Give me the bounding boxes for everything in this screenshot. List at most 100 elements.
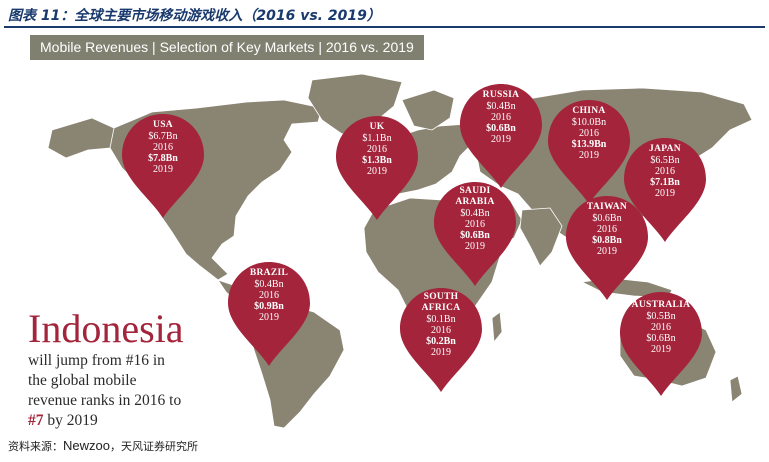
- market-name: CHINA: [572, 106, 606, 116]
- map-pin-australia[interactable]: AUSTRALIA $0.5Bn 2016 $0.6Bn 2019: [618, 290, 704, 398]
- year-2016: 2016: [367, 144, 387, 155]
- value-2019: $0.2Bn: [426, 336, 456, 347]
- market-name: BRAZIL: [249, 268, 289, 278]
- value-2016: $0.6Bn: [592, 213, 622, 224]
- pin-marker-shape: [122, 114, 204, 218]
- pin-marker-shape: [400, 288, 482, 392]
- map-pin-saudi-arabia[interactable]: SAUDI ARABIA $0.4Bn 2016 $0.6Bn 2019: [432, 180, 518, 288]
- pin-label: SAUDI ARABIA $0.4Bn 2016 $0.6Bn 2019: [432, 186, 518, 252]
- map-pin-south-africa[interactable]: SOUTH AFRICA $0.1Bn 2016 $0.2Bn 2019: [398, 286, 484, 394]
- map-pin-japan[interactable]: JAPAN $6.5Bn 2016 $7.1Bn 2019: [622, 136, 708, 244]
- pin-label: SOUTH AFRICA $0.1Bn 2016 $0.2Bn 2019: [398, 292, 484, 358]
- value-2016: $0.4Bn: [486, 101, 516, 112]
- scandinavia-landmass: [401, 89, 455, 131]
- callout-headline: Indonesia: [28, 306, 184, 351]
- map-pin-taiwan[interactable]: TAIWAN $0.6Bn 2016 $0.8Bn 2019: [564, 194, 650, 302]
- pin-marker-shape: [548, 100, 630, 204]
- pin-label: JAPAN $6.5Bn 2016 $7.1Bn 2019: [622, 144, 708, 199]
- callout-body: will jump from #16 in the global mobile …: [28, 351, 228, 431]
- source-note: 资料来源：Newzoo，天风证券研究所: [8, 438, 198, 454]
- year-2016: 2016: [651, 322, 671, 333]
- year-2019: 2019: [153, 164, 173, 175]
- pin-label: AUSTRALIA $0.5Bn 2016 $0.6Bn 2019: [618, 300, 704, 355]
- value-2019: $0.6Bn: [460, 230, 490, 241]
- year-2016: 2016: [153, 142, 173, 153]
- market-name: AUSTRALIA: [631, 300, 691, 310]
- market-name-line2: ARABIA: [455, 197, 495, 207]
- alaska-landmass: [47, 117, 115, 159]
- source-suffix: ，天风证券研究所: [109, 440, 198, 453]
- map-pin-brazil[interactable]: BRAZIL $0.4Bn 2016 $0.9Bn 2019: [226, 260, 312, 368]
- value-2019: $7.1Bn: [650, 177, 680, 188]
- figure-title: 图表 11：全球主要市场移动游戏收入（2016 vs. 2019）: [8, 8, 381, 24]
- year-2019: 2019: [597, 246, 617, 257]
- year-2016: 2016: [259, 290, 279, 301]
- value-2019: $1.3Bn: [362, 155, 392, 166]
- market-name: JAPAN: [649, 144, 681, 154]
- value-2019: $0.9Bn: [254, 301, 284, 312]
- year-2019: 2019: [655, 188, 675, 199]
- year-2019: 2019: [259, 312, 279, 323]
- value-2019: $0.6Bn: [646, 333, 676, 344]
- map-pin-china[interactable]: CHINA $10.0Bn 2016 $13.9Bn 2019: [546, 98, 632, 206]
- callout-line: revenue ranks in 2016 to: [28, 392, 182, 409]
- value-2016: $1.1Bn: [362, 133, 392, 144]
- year-2019: 2019: [465, 241, 485, 252]
- pin-marker-shape: [336, 116, 418, 220]
- pin-label: CHINA $10.0Bn 2016 $13.9Bn 2019: [546, 106, 632, 161]
- year-2016: 2016: [465, 219, 485, 230]
- callout-line: #7 by 2019: [28, 411, 228, 431]
- year-2019: 2019: [491, 134, 511, 145]
- year-2016: 2016: [491, 112, 511, 123]
- value-2016: $0.4Bn: [460, 208, 490, 219]
- pin-marker-shape: [566, 196, 648, 300]
- map-pin-uk[interactable]: UK $1.1Bn 2016 $1.3Bn 2019: [334, 114, 420, 222]
- source-prefix: 资料来源：: [8, 440, 63, 453]
- map-pin-usa[interactable]: USA $6.7Bn 2016 $7.8Bn 2019: [120, 112, 206, 220]
- value-2016: $6.5Bn: [650, 155, 680, 166]
- india-landmass: [519, 207, 563, 267]
- indonesia-callout: Indonesia will jump from #16 in the glob…: [28, 307, 228, 431]
- value-2016: $0.5Bn: [646, 311, 676, 322]
- callout-rank: #7: [28, 412, 44, 429]
- callout-line: will jump from #16 in: [28, 352, 165, 369]
- pin-label: UK $1.1Bn 2016 $1.3Bn 2019: [334, 122, 420, 177]
- pin-label: BRAZIL $0.4Bn 2016 $0.9Bn 2019: [226, 268, 312, 323]
- pin-marker-shape: [460, 84, 542, 188]
- pin-label: USA $6.7Bn 2016 $7.8Bn 2019: [120, 120, 206, 175]
- value-2016: $10.0Bn: [571, 117, 607, 128]
- market-name: RUSSIA: [482, 90, 520, 100]
- pin-marker-shape: [620, 292, 702, 396]
- year-2019: 2019: [367, 166, 387, 177]
- value-2016: $0.4Bn: [254, 279, 284, 290]
- callout-line: the global mobile: [28, 372, 137, 389]
- year-2019: 2019: [579, 150, 599, 161]
- year-2019: 2019: [431, 347, 451, 358]
- value-2016: $0.1Bn: [426, 314, 456, 325]
- year-2016: 2016: [597, 224, 617, 235]
- pin-label: RUSSIA $0.4Bn 2016 $0.6Bn 2019: [458, 90, 544, 145]
- chart-banner: Mobile Revenues | Selection of Key Marke…: [30, 35, 424, 60]
- year-2016: 2016: [655, 166, 675, 177]
- value-2019: $0.8Bn: [592, 235, 622, 246]
- market-name: UK: [369, 122, 385, 132]
- market-name-line2: AFRICA: [421, 303, 461, 313]
- pin-marker-shape: [624, 138, 706, 242]
- pin-label: TAIWAN $0.6Bn 2016 $0.8Bn 2019: [564, 202, 650, 257]
- callout-line-suffix: by 2019: [43, 412, 98, 429]
- year-2016: 2016: [431, 325, 451, 336]
- value-2019: $13.9Bn: [571, 139, 607, 150]
- pin-marker-shape: [228, 262, 310, 366]
- market-name: USA: [153, 120, 173, 130]
- madagascar-landmass: [491, 311, 503, 344]
- value-2016: $6.7Bn: [148, 131, 178, 142]
- market-name: TAIWAN: [586, 202, 628, 212]
- value-2019: $7.8Bn: [148, 153, 178, 164]
- new-zealand-landmass: [729, 375, 743, 403]
- market-name-line1: SOUTH: [423, 292, 459, 302]
- pin-marker-shape: [434, 182, 516, 286]
- map-pin-russia[interactable]: RUSSIA $0.4Bn 2016 $0.6Bn 2019: [458, 82, 544, 190]
- value-2019: $0.6Bn: [486, 123, 516, 134]
- year-2016: 2016: [579, 128, 599, 139]
- year-2019: 2019: [651, 344, 671, 355]
